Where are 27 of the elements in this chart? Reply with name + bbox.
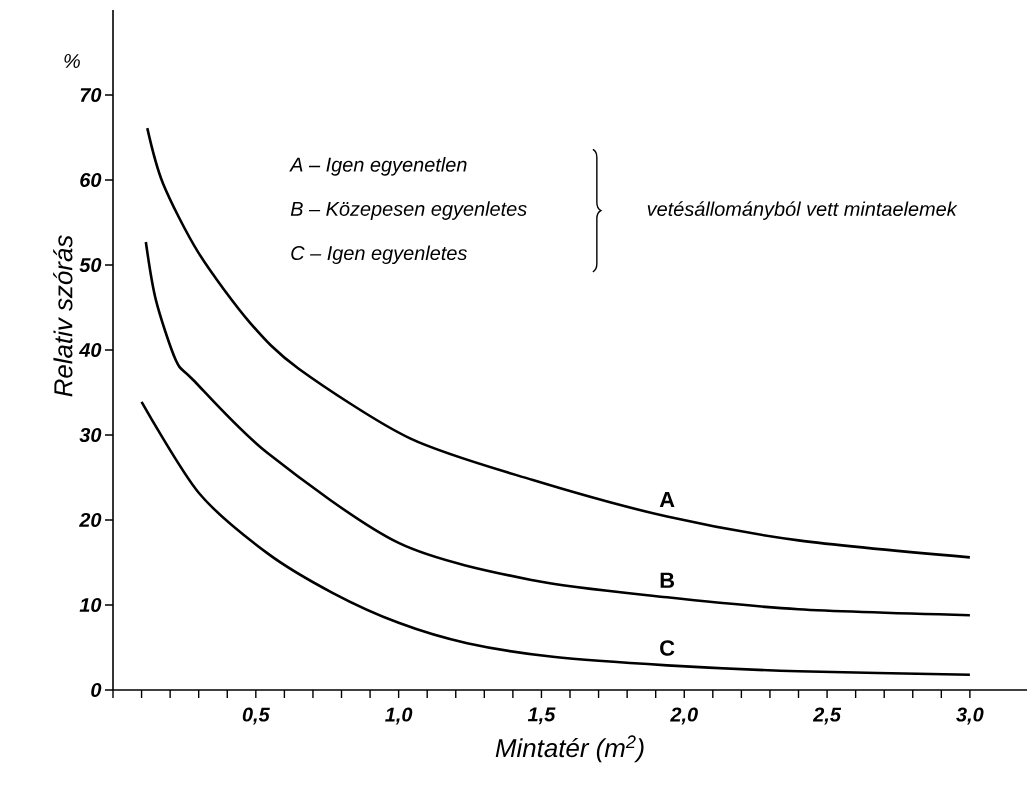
y-tick-label: 0 [91,682,102,698]
x-tick-label: 2,5 [812,707,842,725]
annotation: A – Igen egyenetlen [289,157,467,176]
x-axis-title: Mintatér (m$^{2}$) [495,735,644,763]
x-tick-label: 1,5 [527,707,556,725]
y-tick-label: 10 [79,597,102,613]
x-tick-label: 3,0 [956,707,984,725]
x-tick-label: 0,5 [242,707,270,725]
annotation: B – Közepesen egyenletes [290,201,527,220]
line-series [145,126,972,559]
annotation: C – Igen egyenletes [291,245,467,265]
y-tick-label: 40 [79,342,102,358]
y-axis-title: Relativ szórás [53,235,73,397]
y-tick-label: 70 [80,87,102,103]
y-tick-label: 60 [80,172,102,188]
x-tick-label: 2,0 [670,707,698,725]
y-tick-label: 20 [79,512,102,528]
line-series [144,240,972,617]
y-tick-label: 50 [79,257,102,273]
y-tick-label: 30 [79,427,102,443]
series-label: A [659,491,675,508]
text: % [64,54,80,68]
series-label: B [660,572,675,588]
annotation: vetésállományból vett mintaelemek [647,201,958,220]
x-tick-label: 1,0 [385,707,413,725]
series-label: C [660,640,675,656]
line-series [140,400,972,676]
